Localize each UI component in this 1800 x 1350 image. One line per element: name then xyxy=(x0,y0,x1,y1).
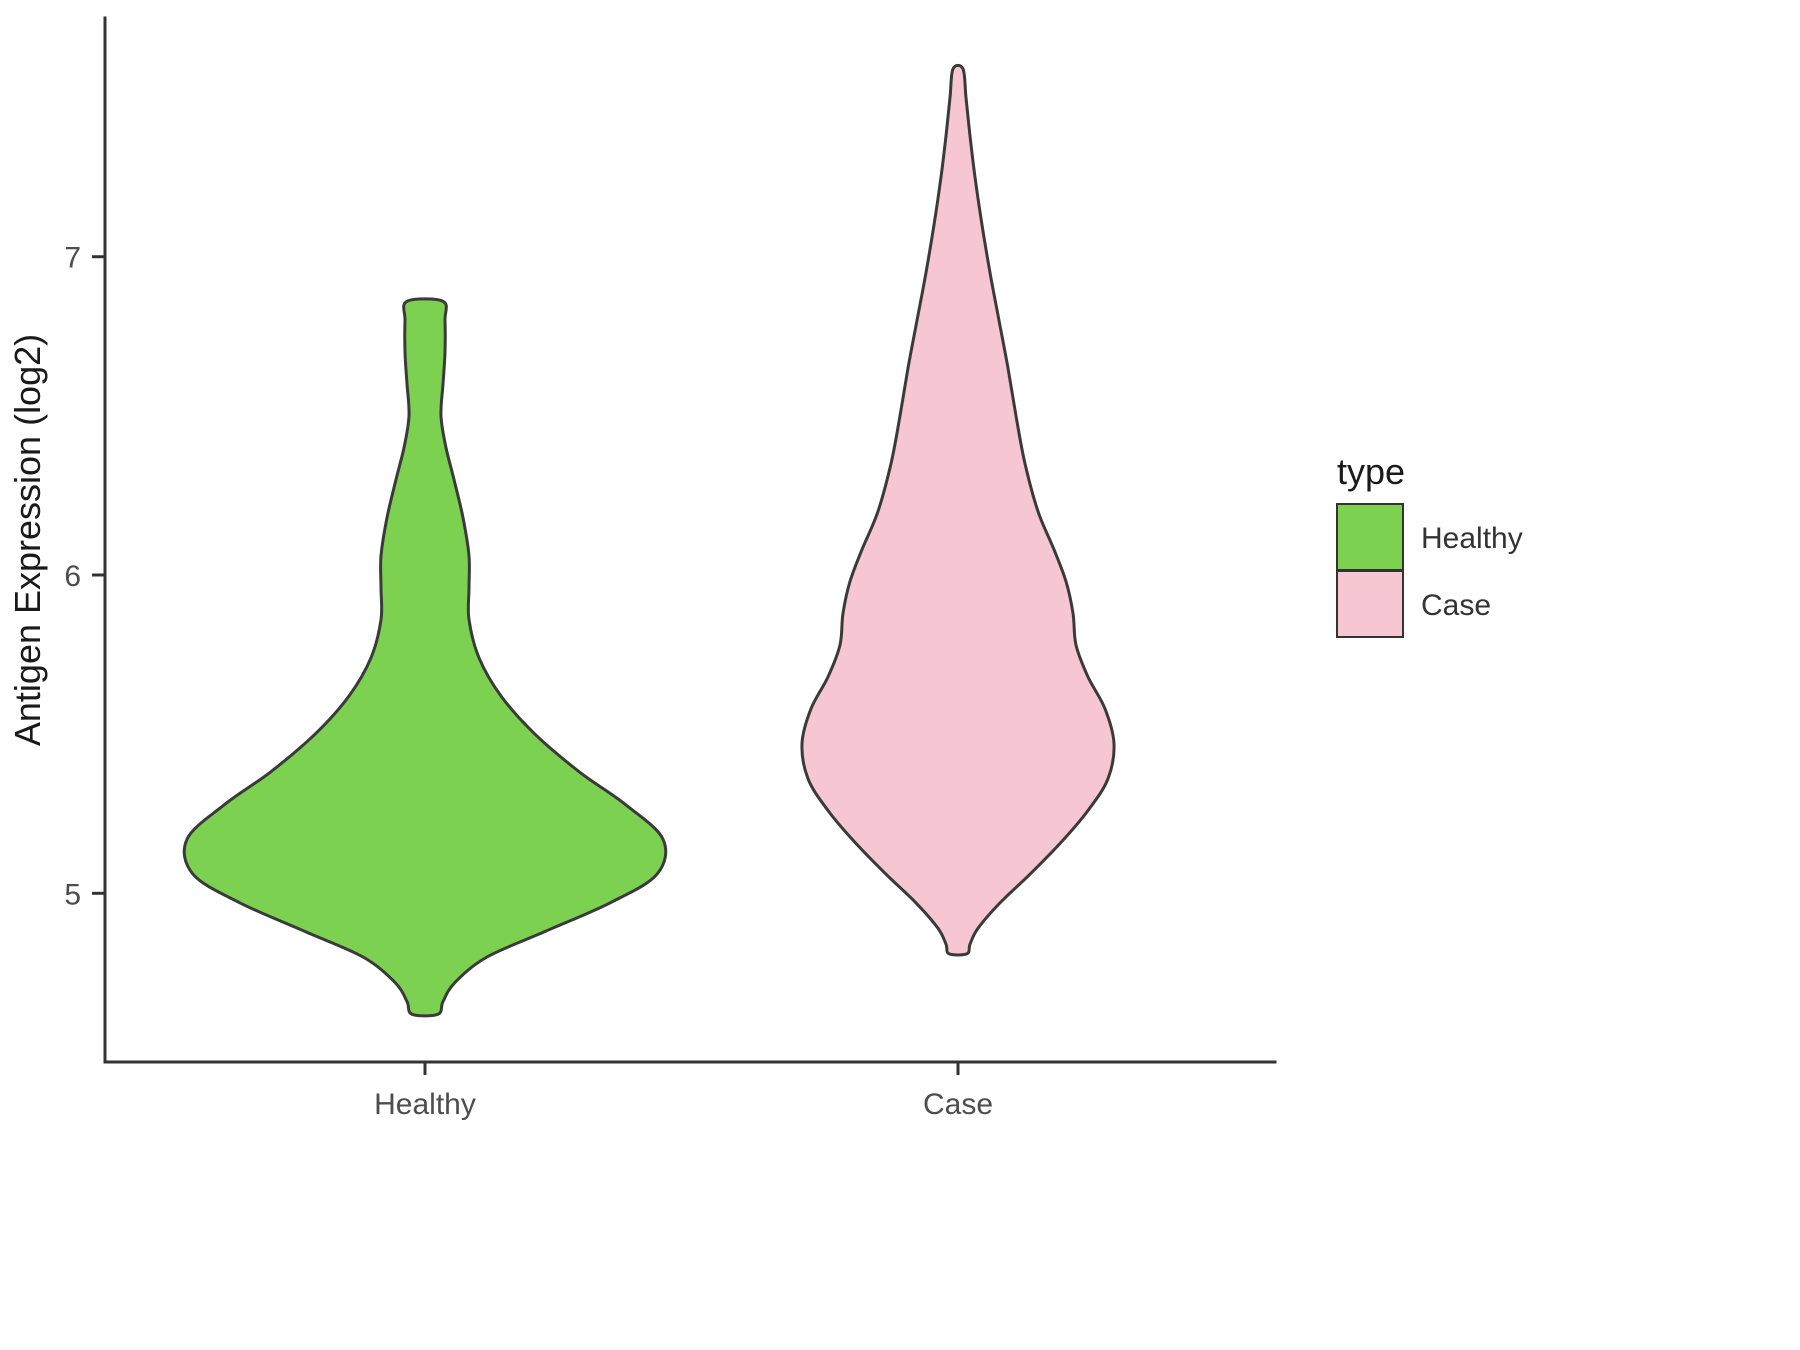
violin-healthy xyxy=(182,297,668,1018)
y-tick-label: 6 xyxy=(64,560,81,593)
legend-label-healthy: Healthy xyxy=(1421,522,1523,555)
y-axis-title: Antigen Expression (log2) xyxy=(7,334,48,746)
violin-case xyxy=(800,63,1116,957)
legend-key-case xyxy=(1336,570,1404,638)
x-category-label: Healthy xyxy=(374,1088,476,1121)
legend-key-healthy xyxy=(1336,503,1404,571)
y-tick-label: 7 xyxy=(64,242,81,275)
y-tick-label: 5 xyxy=(64,878,81,911)
legend-title: type xyxy=(1337,451,1405,492)
legend-label-case: Case xyxy=(1421,589,1491,622)
x-category-label: Case xyxy=(923,1088,993,1121)
